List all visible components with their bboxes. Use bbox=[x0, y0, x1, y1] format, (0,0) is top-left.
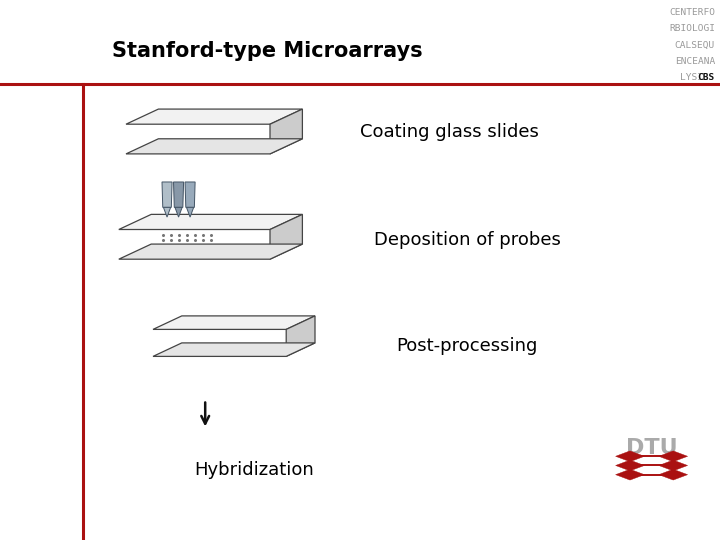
Polygon shape bbox=[175, 207, 182, 217]
Polygon shape bbox=[174, 182, 184, 207]
Text: ENCEANA: ENCEANA bbox=[675, 57, 715, 66]
Text: Coating glass slides: Coating glass slides bbox=[360, 123, 539, 141]
Text: Stanford-type Microarrays: Stanford-type Microarrays bbox=[112, 41, 422, 62]
Polygon shape bbox=[270, 214, 302, 259]
Polygon shape bbox=[616, 460, 644, 471]
Text: Post-processing: Post-processing bbox=[396, 336, 537, 355]
Polygon shape bbox=[162, 182, 172, 207]
Polygon shape bbox=[270, 109, 302, 154]
Text: CALSEQU: CALSEQU bbox=[675, 40, 715, 50]
Polygon shape bbox=[119, 244, 302, 259]
Polygon shape bbox=[186, 207, 194, 217]
Polygon shape bbox=[616, 451, 644, 462]
Polygon shape bbox=[163, 207, 171, 217]
Polygon shape bbox=[126, 109, 302, 124]
Polygon shape bbox=[659, 460, 688, 471]
Polygon shape bbox=[616, 469, 644, 480]
Text: CBS: CBS bbox=[698, 73, 715, 82]
Polygon shape bbox=[119, 214, 302, 230]
Polygon shape bbox=[153, 316, 315, 329]
Text: Deposition of probes: Deposition of probes bbox=[374, 231, 562, 249]
Text: Hybridization: Hybridization bbox=[194, 461, 314, 479]
Text: CENTERFO: CENTERFO bbox=[669, 8, 715, 17]
Text: RBIOLOGI: RBIOLOGI bbox=[669, 24, 715, 33]
Polygon shape bbox=[659, 451, 688, 462]
Polygon shape bbox=[185, 182, 195, 207]
Text: LYSIS: LYSIS bbox=[680, 73, 715, 82]
Polygon shape bbox=[153, 343, 315, 356]
Text: DTU: DTU bbox=[626, 438, 678, 458]
Polygon shape bbox=[287, 316, 315, 356]
Polygon shape bbox=[659, 469, 688, 480]
Polygon shape bbox=[126, 139, 302, 154]
